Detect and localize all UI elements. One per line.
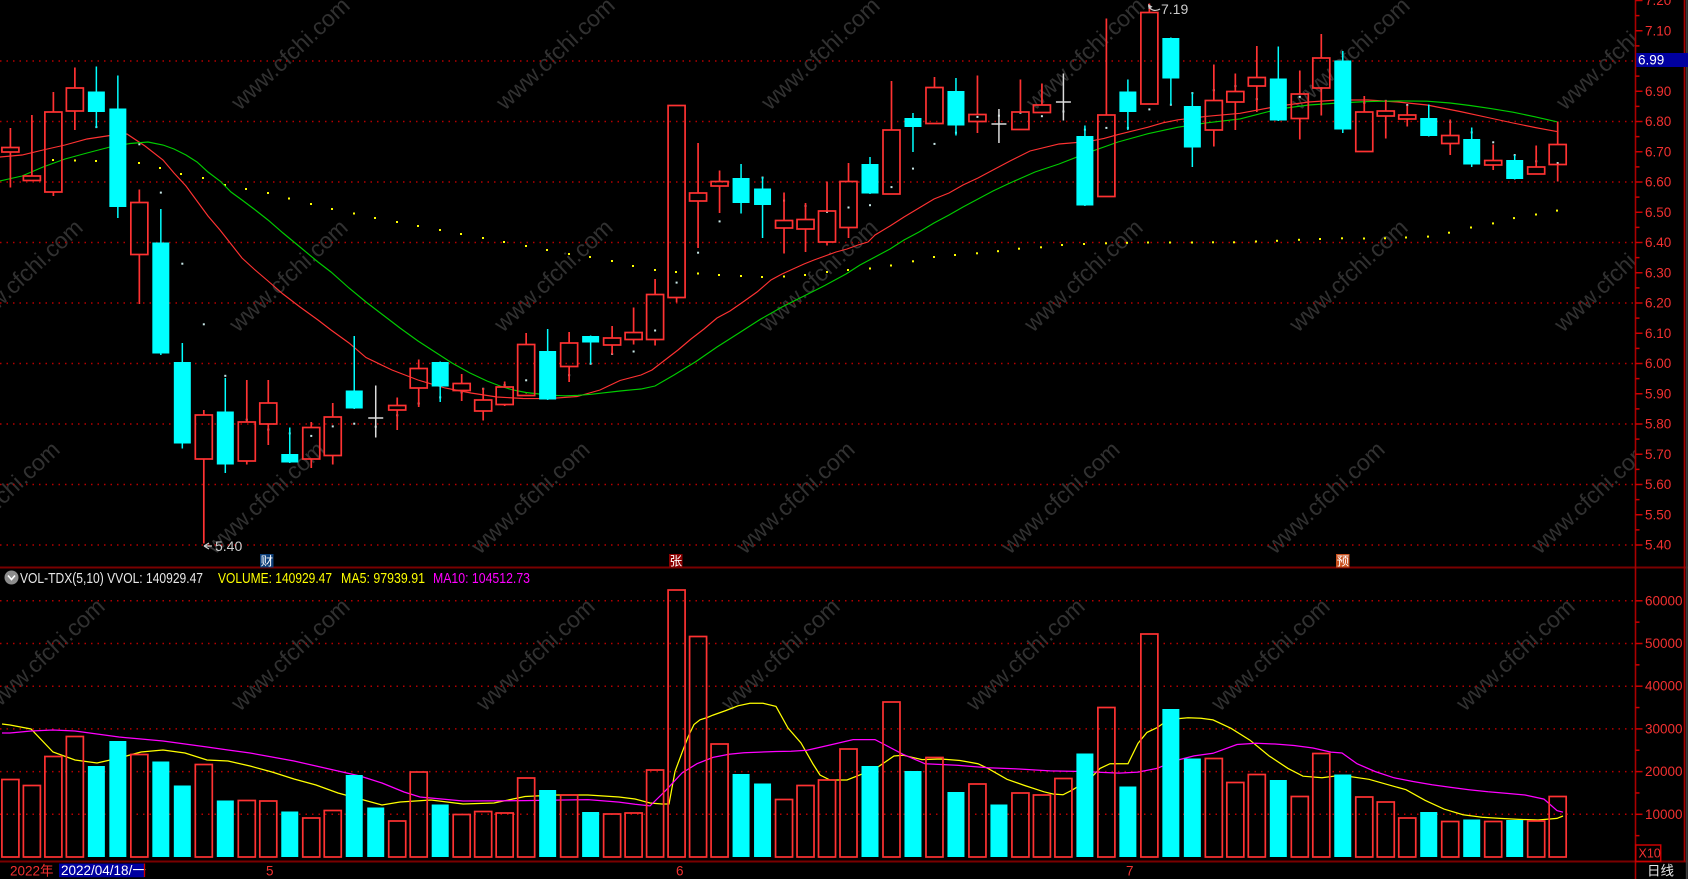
- svg-text:7: 7: [1126, 864, 1134, 879]
- svg-text:7.10: 7.10: [1645, 23, 1671, 38]
- svg-text:5.80: 5.80: [1645, 417, 1671, 432]
- svg-text:财: 财: [261, 555, 274, 569]
- svg-text:6.00: 6.00: [1645, 356, 1671, 371]
- svg-text:张: 张: [670, 554, 683, 569]
- svg-text:10000: 10000: [1645, 807, 1683, 822]
- svg-text:5.40: 5.40: [1645, 538, 1671, 553]
- svg-text:VOL-TDX(5,10) VVOL: 140929.47: VOL-TDX(5,10) VVOL: 140929.47: [20, 571, 203, 587]
- svg-text:MA10: 104512.73: MA10: 104512.73: [433, 571, 530, 587]
- svg-text:日线: 日线: [1647, 864, 1674, 879]
- svg-text:2022年: 2022年: [10, 864, 54, 879]
- svg-text:60000: 60000: [1645, 593, 1683, 608]
- svg-text:6.30: 6.30: [1645, 265, 1671, 280]
- svg-text:预: 预: [1337, 555, 1350, 569]
- svg-text:6.99: 6.99: [1638, 53, 1664, 68]
- svg-text:6.20: 6.20: [1645, 296, 1671, 311]
- svg-text:6.50: 6.50: [1645, 205, 1671, 220]
- svg-text:40000: 40000: [1645, 679, 1683, 694]
- svg-text:50000: 50000: [1645, 636, 1683, 651]
- svg-text:7.20: 7.20: [1645, 0, 1671, 8]
- svg-text:5.60: 5.60: [1645, 477, 1671, 492]
- svg-text:6.10: 6.10: [1645, 326, 1671, 341]
- svg-text:6.90: 6.90: [1645, 84, 1671, 99]
- svg-text:6.80: 6.80: [1645, 114, 1671, 129]
- svg-text:5.90: 5.90: [1645, 386, 1671, 401]
- svg-text:5.50: 5.50: [1645, 507, 1671, 522]
- svg-text:5.70: 5.70: [1645, 447, 1671, 462]
- svg-text:7.19: 7.19: [1161, 1, 1188, 17]
- svg-text:5: 5: [266, 864, 274, 879]
- svg-text:6: 6: [676, 864, 684, 879]
- svg-text:6.60: 6.60: [1645, 175, 1671, 190]
- svg-text:30000: 30000: [1645, 721, 1683, 736]
- svg-text:X10: X10: [1639, 847, 1661, 861]
- svg-text:MA5: 97939.91: MA5: 97939.91: [341, 571, 425, 587]
- svg-text:2022/04/18/一: 2022/04/18/一: [61, 863, 146, 878]
- svg-text:5.40: 5.40: [215, 538, 242, 554]
- svg-text:VOLUME: 140929.47: VOLUME: 140929.47: [218, 571, 332, 587]
- svg-text:6.70: 6.70: [1645, 144, 1671, 159]
- svg-text:6.40: 6.40: [1645, 235, 1671, 250]
- svg-text:20000: 20000: [1645, 764, 1683, 779]
